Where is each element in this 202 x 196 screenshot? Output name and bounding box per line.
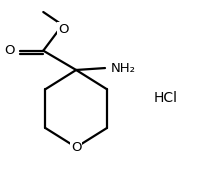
Text: HCl: HCl (153, 91, 177, 105)
Text: O: O (4, 44, 14, 57)
Text: O: O (70, 141, 81, 154)
Text: O: O (58, 23, 68, 36)
Text: NH₂: NH₂ (110, 62, 135, 74)
